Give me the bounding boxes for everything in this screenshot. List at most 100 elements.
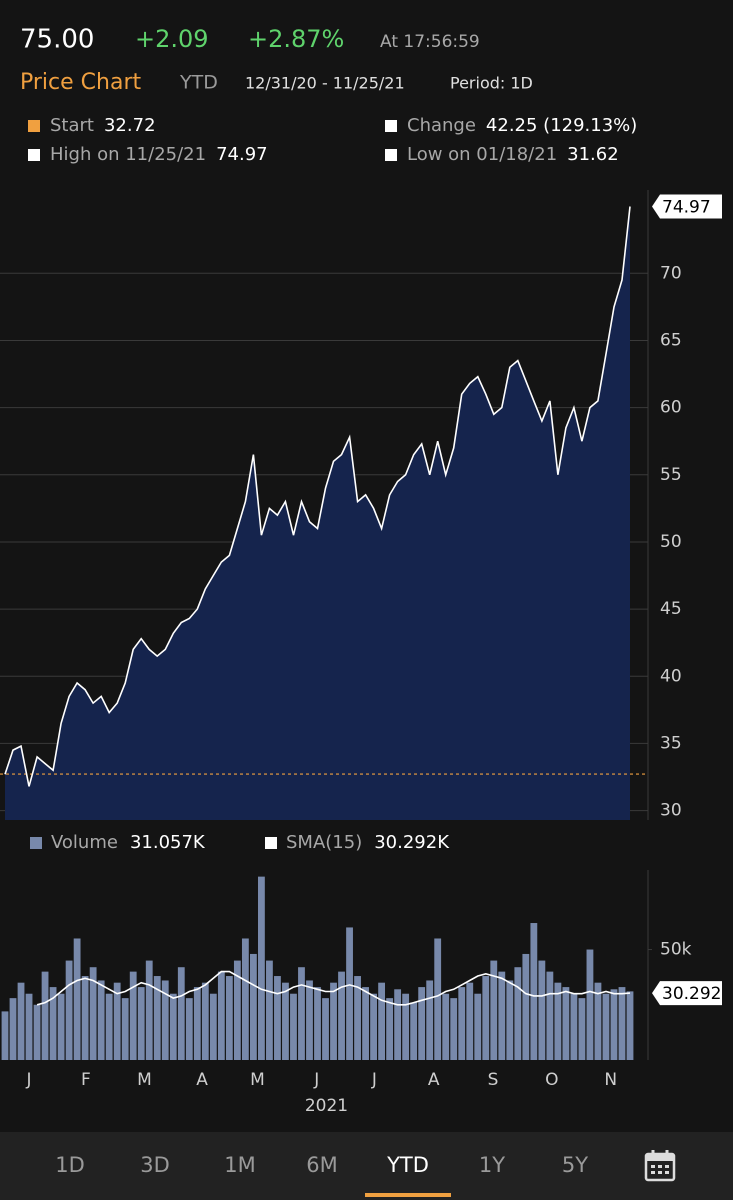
volume-bar xyxy=(49,987,57,1060)
volume-bar xyxy=(89,967,97,1060)
x-tick-label: M xyxy=(250,1070,265,1090)
volume-bar xyxy=(57,993,65,1060)
volume-bar xyxy=(282,982,289,1060)
tab[interactable]: 1D xyxy=(55,1153,85,1177)
volume-bar xyxy=(370,993,377,1060)
volume-bar xyxy=(145,960,153,1060)
price-line xyxy=(4,206,631,787)
volume-bar xyxy=(618,987,626,1060)
volume-bar xyxy=(498,971,506,1060)
volume-bar xyxy=(274,976,281,1060)
legend-value: 31.057K xyxy=(130,832,206,853)
y-tick-label: 50k xyxy=(660,940,692,960)
volume-bar xyxy=(538,960,546,1060)
tab[interactable]: 1M xyxy=(224,1153,255,1177)
calendar-icon[interactable] xyxy=(644,1150,676,1182)
volume-bar xyxy=(290,993,297,1060)
legend-swatch xyxy=(30,837,42,849)
y-tick-label: 65 xyxy=(660,330,682,350)
stat-value: 32.72 xyxy=(104,115,156,136)
volume-bar xyxy=(330,982,337,1060)
tab[interactable]: 6M xyxy=(306,1153,337,1177)
volume-bar xyxy=(25,993,33,1060)
volume-bar xyxy=(458,987,466,1060)
volume-bar xyxy=(394,989,402,1060)
volume-bar xyxy=(97,980,105,1060)
volume-bar xyxy=(482,976,490,1060)
time: At 17:56:59 xyxy=(380,32,480,52)
volume-bar xyxy=(201,982,209,1060)
volume-bar xyxy=(161,980,169,1060)
x-tick-label: S xyxy=(488,1070,499,1090)
tab[interactable]: YTD xyxy=(386,1153,429,1177)
stat-label: Change xyxy=(407,115,476,136)
volume-bar xyxy=(169,993,177,1060)
volume-bar xyxy=(209,993,217,1060)
volume-bar xyxy=(442,993,450,1060)
volume-bar xyxy=(298,967,305,1060)
tab-bar xyxy=(0,1132,733,1200)
volume-bar xyxy=(554,982,562,1060)
volume-bar xyxy=(113,982,121,1060)
volume-bar xyxy=(185,998,193,1060)
legend-swatch xyxy=(28,149,40,161)
volume-bar xyxy=(129,971,137,1060)
x-tick-label: J xyxy=(313,1070,319,1090)
value-tag xyxy=(652,194,722,219)
y-tick-label: 40 xyxy=(660,666,682,686)
volume-bar xyxy=(258,876,265,1060)
volume-bar xyxy=(322,998,329,1060)
x-tick-label: O xyxy=(545,1070,558,1090)
volume-bar xyxy=(578,998,586,1060)
volume-bar xyxy=(81,976,89,1060)
volume-bar xyxy=(314,987,321,1060)
volume-bar xyxy=(626,991,634,1060)
volume-bar xyxy=(426,980,434,1060)
y-tick-label: 35 xyxy=(660,733,682,753)
price-area xyxy=(5,206,630,820)
tab[interactable]: 3D xyxy=(140,1153,170,1177)
volume-bar xyxy=(225,976,233,1060)
volume-bar xyxy=(177,967,185,1060)
x-tick-label: M xyxy=(137,1070,152,1090)
sma-line xyxy=(36,970,631,1006)
y-tick-label: 45 xyxy=(660,599,682,619)
tab[interactable]: 1Y xyxy=(479,1153,505,1177)
volume-bar xyxy=(1,1011,9,1060)
volume-bar xyxy=(522,953,530,1060)
volume-bar xyxy=(233,960,241,1060)
volume-bar xyxy=(41,971,49,1060)
tab[interactable]: 5Y xyxy=(562,1153,588,1177)
volume-bar xyxy=(217,971,225,1060)
stat-label: High on 11/25/21 xyxy=(50,144,206,165)
volume-bar xyxy=(594,982,602,1060)
period: Period: 1D xyxy=(450,74,533,93)
value-tag-label: 74.97 xyxy=(662,198,711,218)
volume-bar xyxy=(570,993,578,1060)
volume-bar xyxy=(241,938,249,1060)
x-tick-label: A xyxy=(428,1070,440,1090)
tab-underline xyxy=(365,1193,451,1197)
legend-swatch xyxy=(385,120,397,132)
x-tick-label: A xyxy=(196,1070,208,1090)
volume-bar xyxy=(410,1002,418,1060)
range: YTD xyxy=(179,72,218,94)
volume-bar xyxy=(378,982,386,1060)
y-tick-label: 70 xyxy=(660,263,682,283)
volume-bar xyxy=(434,938,442,1060)
volume-bar xyxy=(506,980,514,1060)
volume-bar xyxy=(153,976,161,1060)
volume-bar xyxy=(354,976,361,1060)
legend-swatch xyxy=(265,837,277,849)
volume-bar xyxy=(418,987,426,1060)
legend-swatch xyxy=(385,149,397,161)
y-tick-label: 55 xyxy=(660,465,682,485)
volume-bar xyxy=(9,998,17,1060)
volume-bar xyxy=(546,971,554,1060)
legend-value: 30.292K xyxy=(374,832,450,853)
volume-bar xyxy=(450,998,458,1060)
stat-label: Start xyxy=(50,115,94,136)
volume-bar xyxy=(266,960,273,1060)
